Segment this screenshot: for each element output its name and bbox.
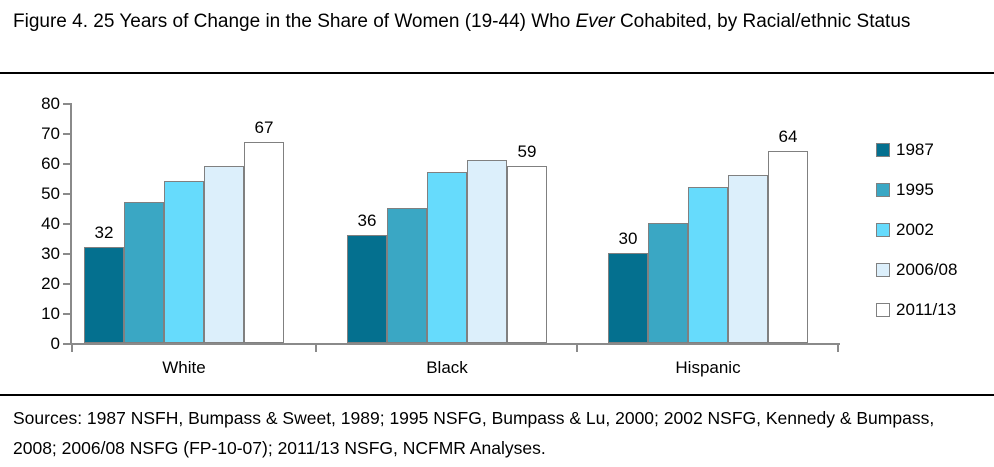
bar-black-2002 — [427, 172, 467, 343]
figure-title-italic: Ever — [575, 11, 615, 32]
y-axis-tick — [63, 133, 70, 135]
bar-hispanic-2006-08 — [728, 175, 768, 343]
bar-value-label: 59 — [517, 142, 537, 161]
legend-swatch-icon — [876, 222, 890, 237]
y-axis-tick-label: 0 — [50, 334, 60, 353]
x-axis-tick — [576, 345, 578, 352]
x-axis-tick — [837, 345, 839, 352]
x-axis-tick — [71, 345, 73, 352]
bar-value-label: 64 — [778, 127, 798, 146]
bar-white-2002 — [164, 181, 204, 343]
figure-title: Figure 4. 25 Years of Change in the Shar… — [13, 6, 954, 37]
legend-label: 1987 — [896, 140, 934, 159]
x-axis-line — [70, 343, 840, 345]
y-axis-tick-label: 70 — [41, 124, 60, 143]
bar-white-1987 — [84, 247, 124, 343]
chart-legend: 1987 1995 2002 2006/08 2011/13 — [876, 141, 957, 341]
figure-title-prefix: Figure 4. 25 Years of Change in the Shar… — [13, 11, 576, 32]
bar-white-1995 — [124, 202, 164, 343]
bar-value-label: 32 — [94, 223, 114, 242]
bar-chart: 0 10 20 30 40 50 60 70 80 32 67 White 36 59 Black 30 64 H… — [0, 85, 994, 394]
bar-value-label: 30 — [618, 229, 638, 248]
bar-value-label: 67 — [254, 118, 274, 137]
bar-hispanic-1987 — [608, 253, 648, 343]
legend-item-1987: 1987 — [876, 141, 957, 158]
bar-hispanic-2011-13 — [768, 151, 808, 343]
y-axis-tick — [63, 193, 70, 195]
y-axis-tick — [63, 163, 70, 165]
legend-label: 2006/08 — [896, 260, 958, 279]
bar-white-2011-13 — [244, 142, 284, 343]
y-axis-tick — [63, 223, 70, 225]
category-label-black: Black — [426, 358, 468, 377]
y-axis-tick — [63, 253, 70, 255]
legend-item-2011-13: 2011/13 — [876, 301, 957, 318]
bar-hispanic-1995 — [648, 223, 688, 343]
y-axis-tick-label: 10 — [41, 304, 60, 323]
legend-swatch-icon — [876, 142, 890, 157]
sources-divider-line — [0, 394, 994, 396]
title-divider-line — [0, 72, 994, 74]
category-label-hispanic: Hispanic — [675, 358, 741, 377]
y-axis-line — [70, 103, 72, 345]
figure-title-suffix: Cohabited, by Racial/ethnic Status — [614, 11, 911, 32]
y-axis-tick — [63, 283, 70, 285]
y-axis-tick-label: 30 — [41, 244, 60, 263]
bar-black-2006-08 — [467, 160, 507, 343]
bar-hispanic-2002 — [688, 187, 728, 343]
legend-swatch-icon — [876, 302, 890, 317]
y-axis-tick — [63, 313, 70, 315]
legend-swatch-icon — [876, 182, 890, 197]
bar-white-2006-08 — [204, 166, 244, 343]
legend-label: 2002 — [896, 220, 934, 239]
y-axis-tick — [63, 103, 70, 105]
category-label-white: White — [162, 358, 206, 377]
bar-black-2011-13 — [507, 166, 547, 343]
y-axis-tick-label: 40 — [41, 214, 60, 233]
y-axis-tick — [63, 343, 70, 345]
legend-item-2002: 2002 — [876, 221, 957, 238]
y-axis-tick-label: 60 — [41, 154, 60, 173]
bar-black-1987 — [347, 235, 387, 343]
y-axis-tick-label: 20 — [41, 274, 60, 293]
legend-label: 1995 — [896, 180, 934, 199]
x-axis-tick — [315, 345, 317, 352]
bar-black-1995 — [387, 208, 427, 343]
y-axis-tick-label: 50 — [41, 184, 60, 203]
legend-swatch-icon — [876, 262, 890, 277]
sources-note: Sources: 1987 NSFH, Bumpass & Sweet, 198… — [13, 408, 935, 458]
legend-label: 2011/13 — [896, 300, 957, 319]
legend-item-1995: 1995 — [876, 181, 957, 198]
y-axis-tick-label: 80 — [41, 94, 60, 113]
legend-item-2006-08: 2006/08 — [876, 261, 957, 278]
bar-value-label: 36 — [357, 211, 377, 230]
